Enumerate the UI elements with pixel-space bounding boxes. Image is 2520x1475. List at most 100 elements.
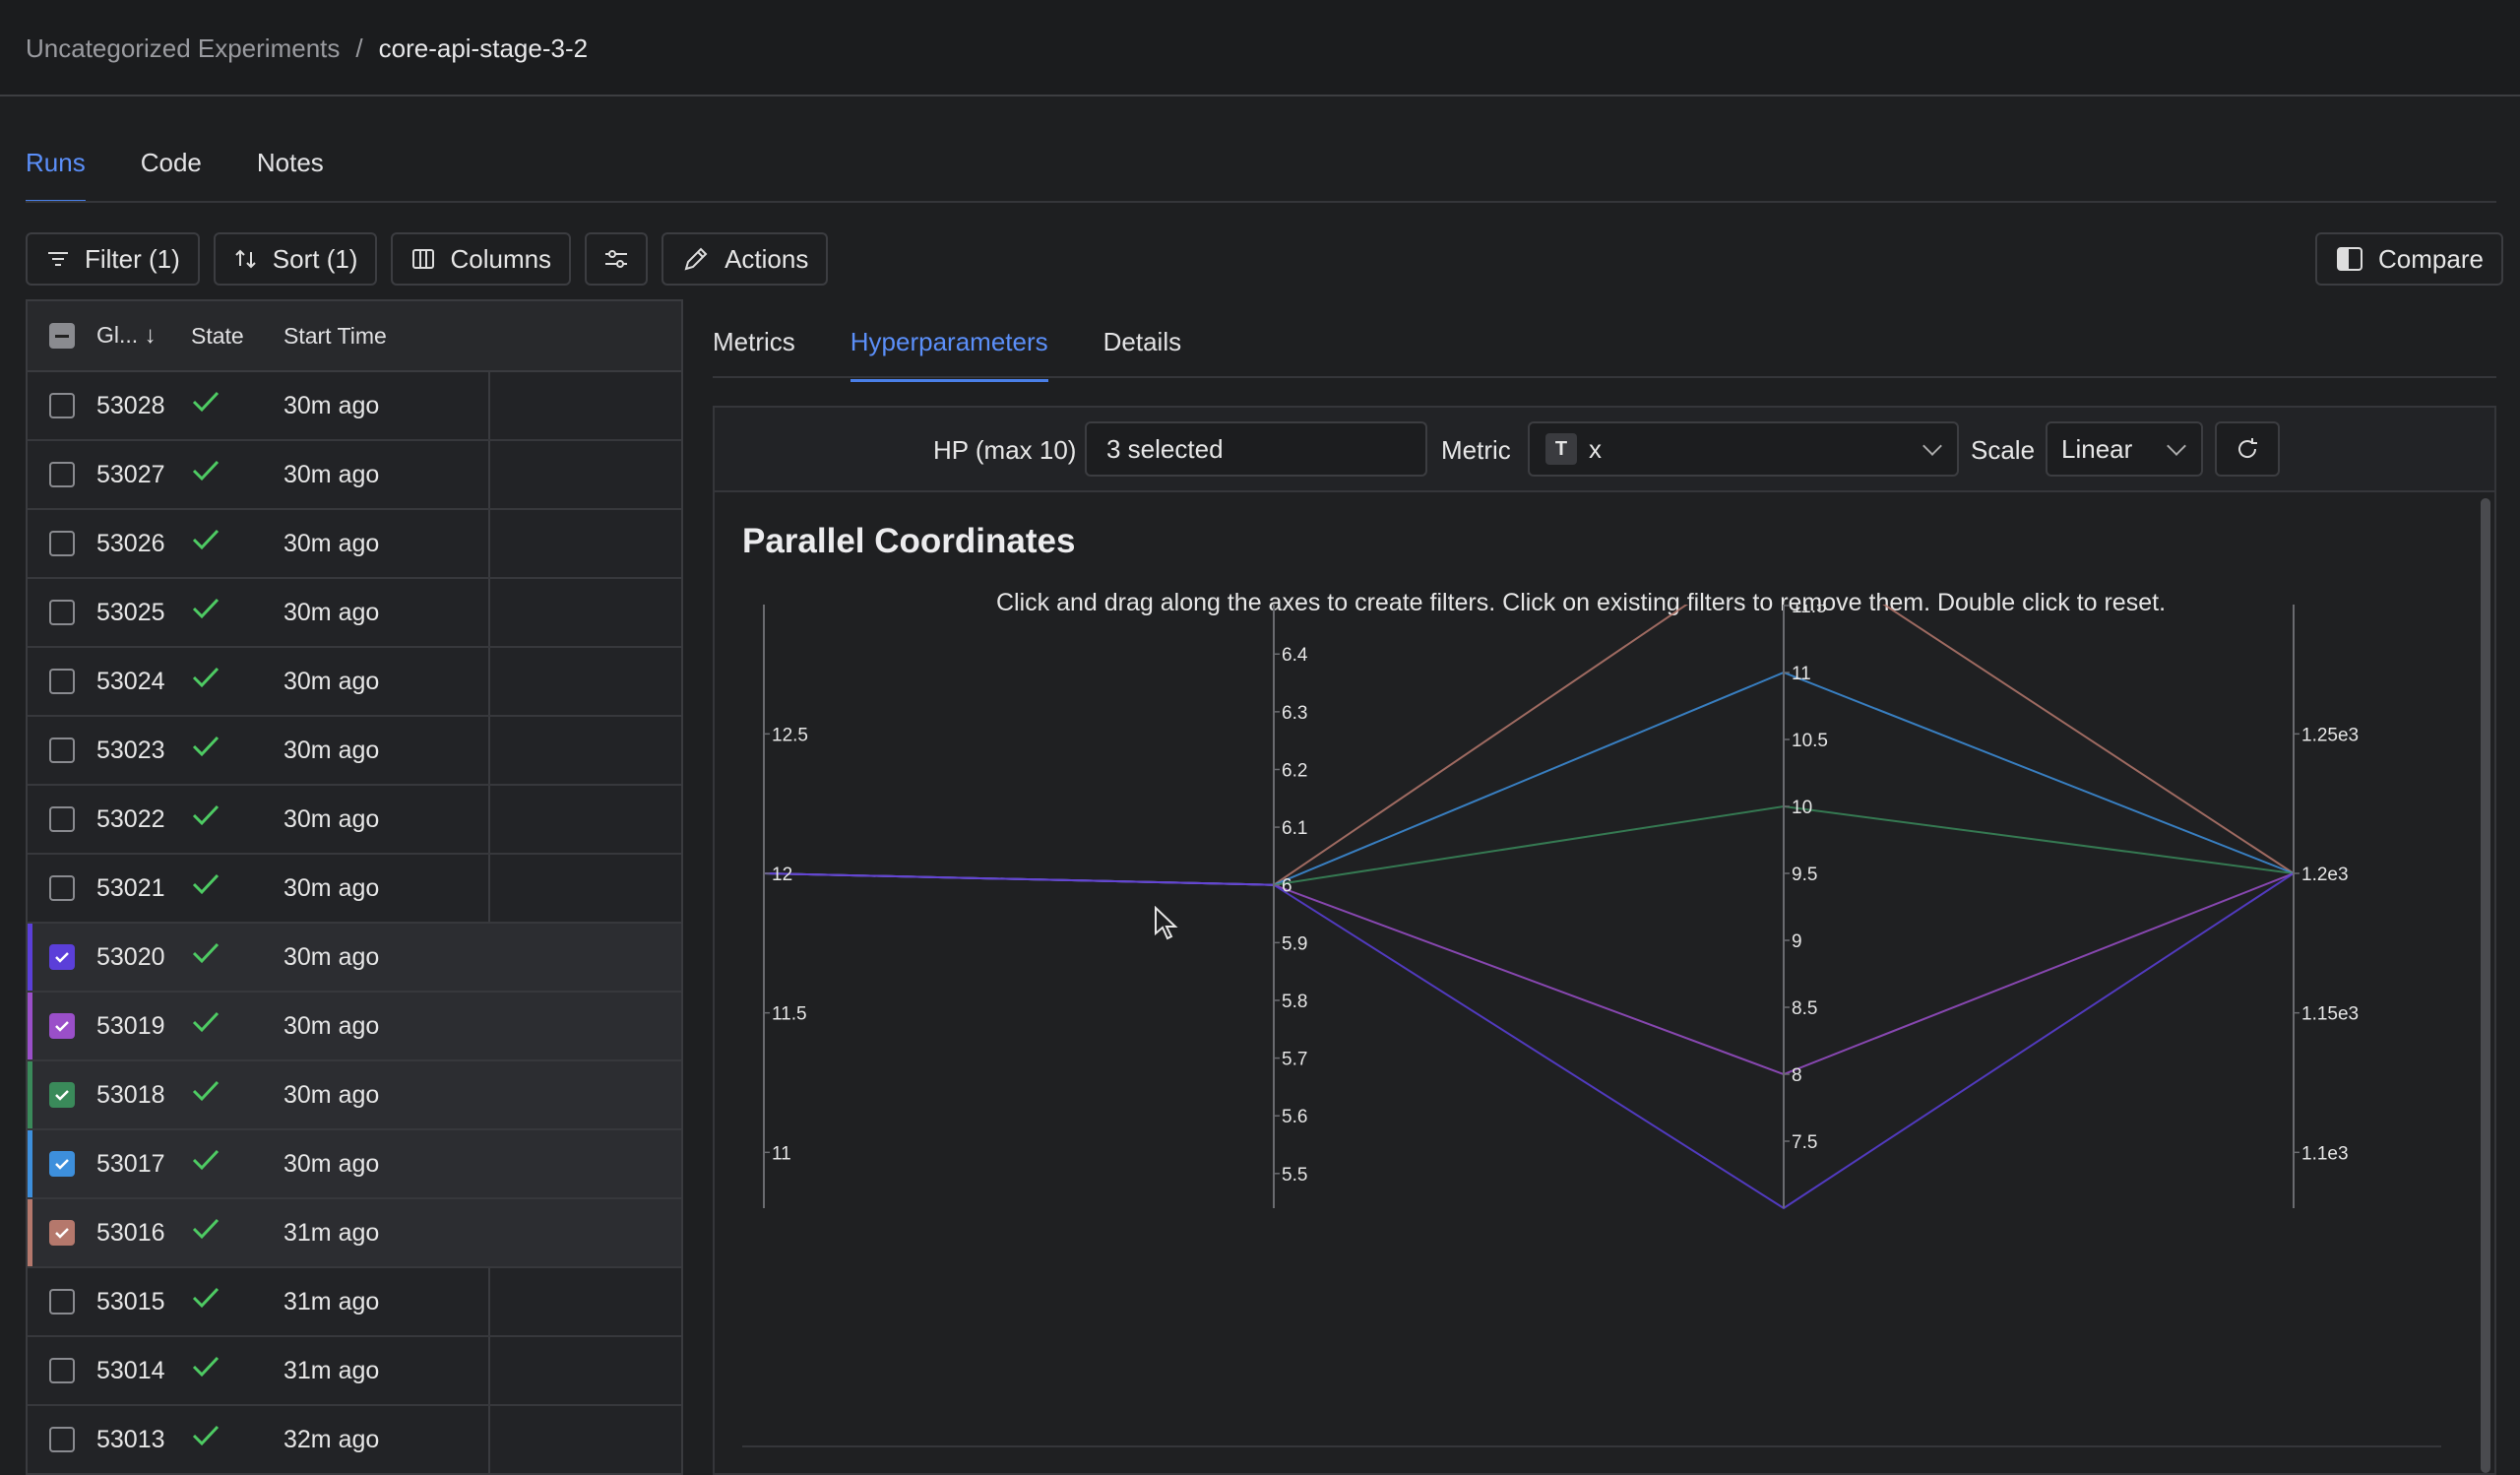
metric-value: x — [1589, 433, 1602, 464]
run-id[interactable]: 53016 — [96, 1218, 165, 1247]
run-id[interactable]: 53015 — [96, 1287, 165, 1315]
reset-button[interactable] — [2215, 421, 2280, 477]
table-row[interactable]: 53023 30m ago — [28, 717, 681, 786]
row-checkbox[interactable] — [49, 462, 75, 487]
start-time: 31m ago — [284, 1356, 380, 1384]
row-checkbox[interactable] — [49, 738, 75, 763]
metric-select[interactable]: T x — [1528, 421, 1959, 477]
row-checkbox[interactable] — [49, 1151, 75, 1177]
start-time: 30m ago — [284, 460, 380, 488]
main-tabs: Runs Code Notes — [26, 148, 324, 203]
table-row[interactable]: 53013 32m ago — [28, 1406, 681, 1473]
run-id[interactable]: 53018 — [96, 1080, 165, 1109]
tick-label: 6.3 — [1282, 703, 1307, 724]
mouse-cursor-icon — [1155, 906, 1178, 940]
run-color-stripe — [28, 924, 32, 991]
table-row[interactable]: 53026 30m ago — [28, 510, 681, 579]
run-id[interactable]: 53028 — [96, 391, 165, 419]
series-line[interactable] — [763, 804, 2295, 886]
state-completed-icon — [191, 665, 284, 698]
run-id[interactable]: 53019 — [96, 1011, 165, 1040]
run-id[interactable]: 53017 — [96, 1149, 165, 1178]
start-time: 31m ago — [284, 1218, 380, 1247]
table-row[interactable]: 53024 30m ago — [28, 648, 681, 717]
compare-button[interactable]: Compare — [2315, 232, 2503, 286]
table-header: Gl... ↓ State Start Time — [28, 301, 681, 372]
tab-runs[interactable]: Runs — [26, 148, 86, 203]
row-checkbox[interactable] — [49, 600, 75, 625]
run-id[interactable]: 53023 — [96, 736, 165, 764]
hp-select[interactable]: 3 selected — [1085, 421, 1427, 477]
run-id[interactable]: 53020 — [96, 942, 165, 971]
scale-select[interactable]: Linear — [2046, 421, 2203, 477]
table-row[interactable]: 53021 30m ago — [28, 855, 681, 924]
header-state[interactable]: State — [191, 322, 244, 349]
row-checkbox[interactable] — [49, 1427, 75, 1452]
table-row[interactable]: 53028 30m ago — [28, 372, 681, 441]
detail-tabs: Metrics Hyperparameters Details — [713, 327, 1181, 382]
table-row[interactable]: 53020 30m ago — [28, 924, 681, 993]
run-id[interactable]: 53022 — [96, 804, 165, 833]
header-id[interactable]: Gl... ↓ — [96, 322, 157, 349]
series-line[interactable] — [763, 671, 2295, 886]
row-checkbox[interactable] — [49, 875, 75, 901]
row-checkbox[interactable] — [49, 944, 75, 970]
tab-code[interactable]: Code — [140, 148, 202, 177]
row-checkbox[interactable] — [49, 393, 75, 418]
run-id[interactable]: 53014 — [96, 1356, 165, 1384]
check-icon — [55, 952, 69, 963]
header-start-time[interactable]: Start Time — [284, 322, 387, 349]
row-checkbox[interactable] — [49, 531, 75, 556]
start-time: 31m ago — [284, 1287, 380, 1315]
tick-label: 5.7 — [1282, 1050, 1307, 1070]
tick-label: 9 — [1792, 931, 1802, 952]
start-time: 30m ago — [284, 529, 380, 557]
start-time: 30m ago — [284, 942, 380, 971]
table-row[interactable]: 53015 31m ago — [28, 1268, 681, 1337]
row-checkbox[interactable] — [49, 1082, 75, 1108]
columns-button[interactable]: Columns — [391, 232, 572, 286]
breadcrumb-parent[interactable]: Uncategorized Experiments — [26, 33, 341, 63]
run-id[interactable]: 53026 — [96, 529, 165, 557]
settings-button[interactable] — [585, 232, 649, 286]
table-row[interactable]: 53014 31m ago — [28, 1337, 681, 1406]
row-checkbox[interactable] — [49, 1358, 75, 1383]
run-id[interactable]: 53013 — [96, 1425, 165, 1453]
series-line[interactable] — [763, 872, 2295, 1210]
tab-notes[interactable]: Notes — [256, 148, 324, 177]
row-checkbox[interactable] — [49, 1013, 75, 1039]
tab-metrics[interactable]: Metrics — [713, 327, 795, 356]
run-id[interactable]: 53021 — [96, 873, 165, 902]
row-checkbox[interactable] — [49, 1220, 75, 1246]
sort-button[interactable]: Sort (1) — [213, 232, 378, 286]
table-row[interactable]: 53022 30m ago — [28, 786, 681, 855]
tab-hyperparameters[interactable]: Hyperparameters — [850, 327, 1048, 382]
tick-label: 6.5 — [1282, 605, 1307, 609]
scale-value: Linear — [2061, 433, 2133, 464]
table-row[interactable]: 53018 30m ago — [28, 1061, 681, 1130]
table-row[interactable]: 53017 30m ago — [28, 1130, 681, 1199]
actions-label: Actions — [724, 243, 809, 274]
detail-tabs-divider — [713, 376, 2496, 378]
table-row[interactable]: 53025 30m ago — [28, 579, 681, 648]
actions-button[interactable]: Actions — [662, 232, 829, 286]
run-id[interactable]: 53027 — [96, 460, 165, 488]
panel-scrollbar[interactable] — [2481, 498, 2490, 1473]
row-checkbox[interactable] — [49, 669, 75, 694]
tick-label: 11 — [772, 1143, 791, 1164]
parallel-coordinates-chart[interactable]: increment_by1312.51211.511irrelevant16.5… — [715, 605, 2467, 1442]
hyperparameters-panel: HP (max 10) 3 selected Metric T x Scale … — [713, 406, 2496, 1475]
select-all-checkbox[interactable] — [49, 323, 75, 349]
tick-label: 1.3e3 — [2301, 605, 2349, 607]
run-id[interactable]: 53024 — [96, 667, 165, 695]
row-checkbox[interactable] — [49, 1289, 75, 1315]
table-row[interactable]: 53027 30m ago — [28, 441, 681, 510]
table-row[interactable]: 53019 30m ago — [28, 993, 681, 1061]
table-row[interactable]: 53016 31m ago — [28, 1199, 681, 1268]
runs-table: Gl... ↓ State Start Time 53028 30m ago 530… — [26, 299, 683, 1475]
tab-details[interactable]: Details — [1102, 327, 1182, 356]
filter-button[interactable]: Filter (1) — [26, 232, 200, 286]
run-id[interactable]: 53025 — [96, 598, 165, 626]
series-line[interactable] — [763, 872, 2295, 1076]
row-checkbox[interactable] — [49, 806, 75, 832]
